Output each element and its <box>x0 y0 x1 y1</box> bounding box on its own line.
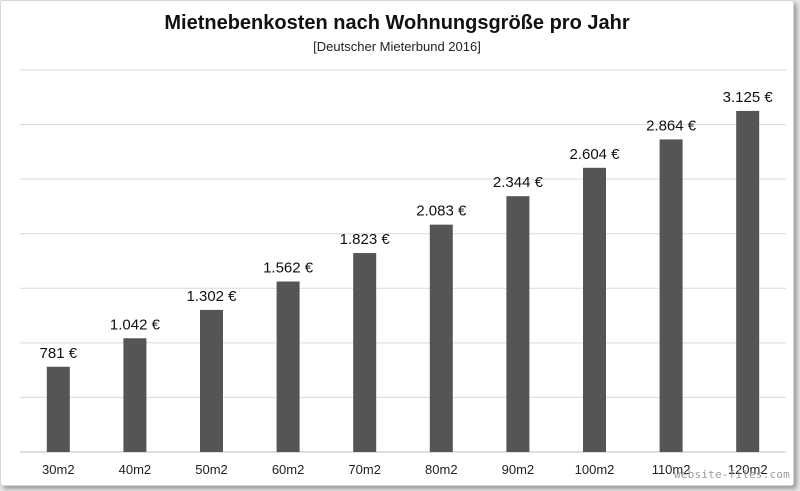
bar-70m2 <box>353 253 377 452</box>
value-label: 3.125 € <box>723 89 774 106</box>
value-label: 781 € <box>40 345 78 362</box>
x-tick-label: 30m2 <box>42 462 75 477</box>
x-tick-label: 120m2 <box>728 462 768 477</box>
value-label: 1.042 € <box>110 316 161 333</box>
watermark-text: website-files.com <box>674 468 790 481</box>
bar-60m2 <box>276 281 300 452</box>
bar-30m2 <box>46 366 70 452</box>
chart-subtitle: [Deutscher Mieterbund 2016] <box>313 39 481 54</box>
x-tick-label: 60m2 <box>272 462 305 477</box>
bar-40m2 <box>123 338 147 452</box>
value-label: 1.562 € <box>263 260 314 277</box>
x-tick-label: 80m2 <box>425 462 458 477</box>
x-tick-label: 40m2 <box>119 462 152 477</box>
value-label: 1.823 € <box>340 231 391 248</box>
x-tick-labels: 30m2 40m2 50m2 60m2 70m2 80m2 90m2 100m2 110m2 12… <box>42 462 768 477</box>
x-tick-label: 100m2 <box>575 462 615 477</box>
value-label: 2.344 € <box>493 174 544 191</box>
chart-title: Mietnebenkosten nach Wohnungsgröße pro J… <box>164 12 630 34</box>
value-label: 2.864 € <box>646 117 697 134</box>
bars <box>46 110 760 453</box>
bar-110m2 <box>659 139 683 452</box>
value-labels: 781 € 1.042 € 1.302 € 1.562 € 1.823 € 2.083 €… <box>40 89 774 362</box>
bar-100m2 <box>583 167 606 453</box>
bar-120m2 <box>736 110 760 452</box>
x-tick-label: 50m2 <box>195 462 228 477</box>
x-tick-label: 70m2 <box>348 462 381 477</box>
x-tick-label: 90m2 <box>502 462 535 477</box>
gridlines <box>20 69 786 453</box>
bar-90m2 <box>506 196 530 452</box>
x-tick-label: 110m2 <box>652 462 691 477</box>
bar-50m2 <box>200 309 223 452</box>
bar-80m2 <box>429 224 453 452</box>
value-label: 2.083 € <box>416 203 467 220</box>
value-label: 2.604 € <box>569 146 620 163</box>
value-label: 1.302 € <box>186 288 237 305</box>
